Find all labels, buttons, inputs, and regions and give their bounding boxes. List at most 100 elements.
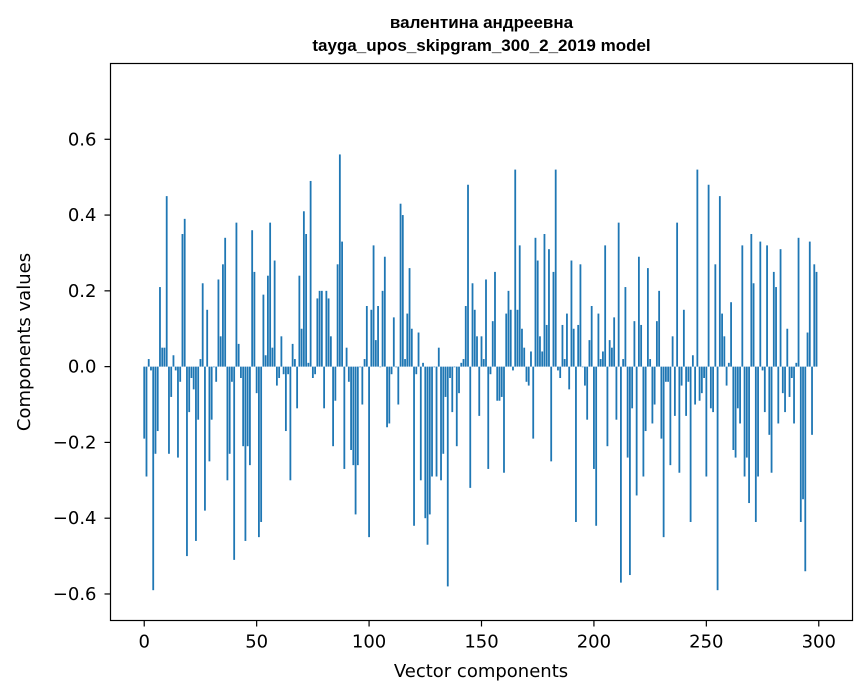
bar-168 — [521, 328, 523, 367]
bar-58 — [273, 260, 276, 367]
bar-229 — [658, 290, 661, 367]
bar-206 — [606, 366, 609, 447]
bar-181 — [550, 366, 553, 462]
bar-275 — [761, 366, 764, 371]
bar-128 — [431, 366, 433, 477]
bar-113 — [397, 366, 400, 405]
bar-8 — [161, 347, 164, 367]
bar-164 — [512, 366, 514, 371]
bar-176 — [539, 336, 541, 367]
y-tick-label: 0.4 — [68, 205, 97, 226]
bar-174 — [534, 237, 537, 367]
bar-218 — [633, 321, 636, 367]
bar-121 — [415, 366, 418, 375]
bar-6 — [156, 366, 159, 432]
y-axis-label: Components values — [14, 253, 35, 431]
bar-10 — [165, 196, 168, 367]
bar-30 — [210, 366, 213, 420]
bar-291 — [797, 237, 800, 367]
bar-117 — [406, 313, 409, 367]
bar-126 — [426, 366, 429, 545]
bar-51 — [258, 366, 260, 538]
bar-294 — [804, 366, 807, 572]
bar-239 — [680, 366, 683, 386]
bar-52 — [260, 366, 263, 522]
bar-45 — [244, 366, 247, 541]
bar-79 — [320, 290, 323, 367]
bar-215 — [626, 366, 629, 458]
bar-139 — [455, 366, 458, 447]
bar-15 — [177, 366, 179, 458]
bar-99 — [365, 306, 368, 367]
bar-66 — [291, 343, 294, 367]
bar-22 — [192, 366, 195, 390]
bar-182 — [552, 271, 555, 367]
bar-278 — [768, 366, 771, 435]
bar-105 — [379, 366, 382, 368]
bar-277 — [766, 245, 768, 367]
bar-205 — [604, 245, 607, 367]
bar-268 — [745, 366, 748, 458]
bar-93 — [352, 366, 355, 466]
bar-35 — [222, 264, 224, 367]
bar-202 — [597, 313, 600, 367]
bar-210 — [615, 366, 618, 420]
bar-230 — [660, 366, 663, 439]
bar-73 — [307, 362, 310, 367]
bar-135 — [446, 366, 449, 587]
bar-122 — [417, 332, 420, 367]
bar-195 — [581, 366, 584, 368]
bar-163 — [509, 309, 512, 367]
bar-256 — [718, 196, 721, 367]
bar-255 — [716, 366, 719, 591]
bar-104 — [377, 306, 379, 367]
bar-146 — [471, 283, 474, 367]
x-tick-label: 250 — [689, 632, 723, 653]
bar-224 — [646, 268, 649, 367]
bar-261 — [730, 302, 732, 367]
y-tick-label: 0.0 — [68, 357, 97, 378]
bar-41 — [235, 222, 238, 367]
bar-40 — [233, 366, 236, 560]
bar-213 — [622, 359, 625, 367]
bars-group — [143, 154, 818, 591]
chart-title-line1: валентина андреевна — [389, 13, 574, 32]
bar-95 — [356, 366, 359, 466]
bar-14 — [174, 366, 177, 371]
bar-169 — [523, 347, 526, 367]
bar-26 — [201, 283, 204, 367]
bar-80 — [323, 366, 326, 409]
bar-157 — [496, 366, 499, 401]
bar-188 — [566, 313, 568, 367]
bar-85 — [334, 366, 337, 401]
bar-262 — [732, 366, 735, 450]
bar-250 — [705, 366, 708, 477]
bar-20 — [188, 366, 191, 413]
bar-21 — [190, 366, 193, 378]
bar-131 — [437, 347, 440, 367]
bar-207 — [608, 340, 611, 367]
bar-44 — [242, 366, 245, 447]
bar-281 — [775, 287, 777, 367]
bar-29 — [208, 366, 211, 462]
bar-96 — [359, 366, 361, 368]
bar-266 — [741, 245, 744, 367]
bar-34 — [219, 336, 222, 367]
bar-280 — [772, 271, 775, 367]
bar-129 — [433, 366, 436, 368]
bar-221 — [640, 324, 643, 367]
bar-201 — [595, 366, 598, 526]
bar-5 — [154, 366, 157, 454]
bar-9 — [163, 347, 166, 367]
bar-130 — [435, 366, 438, 477]
bar-279 — [770, 366, 773, 473]
bar-98 — [363, 359, 366, 367]
bar-289 — [793, 366, 795, 424]
bar-216 — [629, 366, 631, 576]
bar-158 — [498, 366, 501, 401]
bar-187 — [563, 359, 566, 367]
bar-297 — [811, 366, 813, 435]
bar-110 — [390, 366, 393, 375]
bar-114 — [399, 203, 402, 367]
